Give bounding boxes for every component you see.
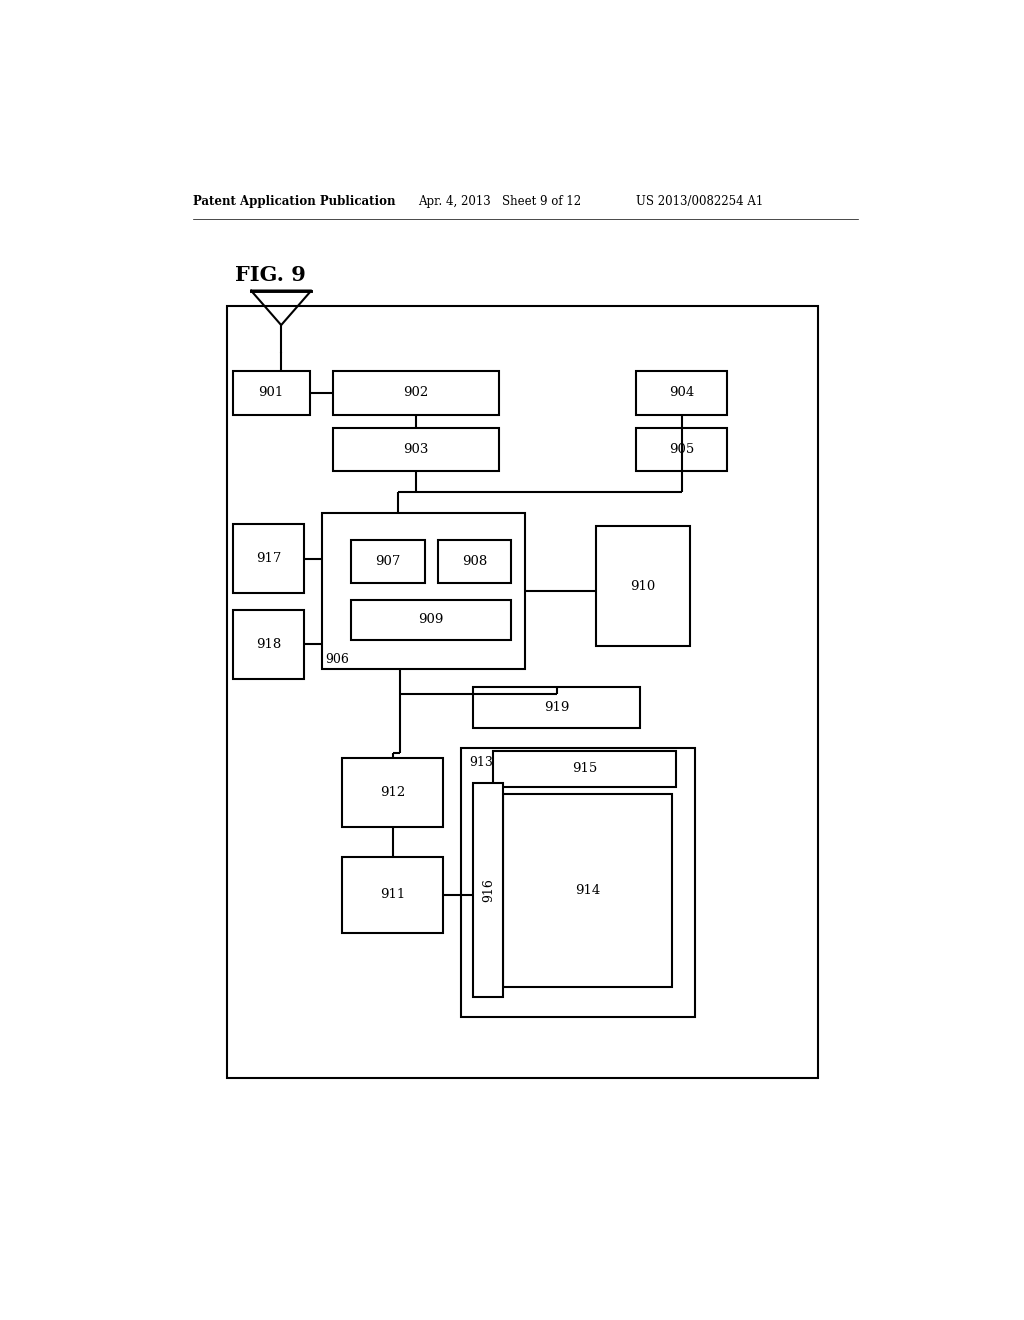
Text: 911: 911	[380, 888, 406, 902]
Bar	[323, 513, 525, 669]
Text: 909: 909	[419, 614, 443, 627]
Text: 912: 912	[380, 787, 406, 799]
Text: 908: 908	[462, 554, 487, 568]
Bar	[473, 686, 640, 727]
Text: 907: 907	[375, 554, 400, 568]
Bar	[351, 540, 425, 583]
Bar	[636, 428, 727, 471]
Bar	[342, 758, 443, 828]
Bar	[437, 540, 511, 583]
Bar	[473, 784, 504, 997]
Text: Patent Application Publication: Patent Application Publication	[194, 194, 395, 207]
Text: 919: 919	[544, 701, 569, 714]
Text: 901: 901	[259, 387, 284, 399]
Text: 915: 915	[571, 762, 597, 775]
Bar	[461, 748, 695, 1018]
Text: FIG. 9: FIG. 9	[236, 265, 306, 285]
Text: 904: 904	[669, 387, 694, 399]
Bar	[351, 599, 511, 640]
Text: 913: 913	[469, 756, 494, 770]
Bar	[232, 610, 304, 678]
Text: 905: 905	[669, 444, 694, 457]
Text: 918: 918	[256, 638, 282, 651]
Bar	[494, 751, 676, 787]
Text: 917: 917	[256, 552, 282, 565]
Bar	[342, 857, 443, 933]
Bar	[333, 371, 500, 414]
Text: Apr. 4, 2013   Sheet 9 of 12: Apr. 4, 2013 Sheet 9 of 12	[418, 194, 581, 207]
Text: 902: 902	[403, 387, 429, 399]
Text: 903: 903	[403, 444, 429, 457]
Bar	[504, 793, 672, 987]
Text: 910: 910	[631, 579, 655, 593]
Bar	[596, 527, 690, 647]
Bar	[636, 371, 727, 414]
Bar	[227, 306, 818, 1078]
Text: 914: 914	[574, 883, 600, 896]
Bar	[232, 371, 309, 414]
Bar	[333, 428, 500, 471]
Text: 916: 916	[482, 878, 495, 902]
Bar	[232, 524, 304, 594]
Text: US 2013/0082254 A1: US 2013/0082254 A1	[636, 194, 763, 207]
Text: 906: 906	[325, 652, 349, 665]
